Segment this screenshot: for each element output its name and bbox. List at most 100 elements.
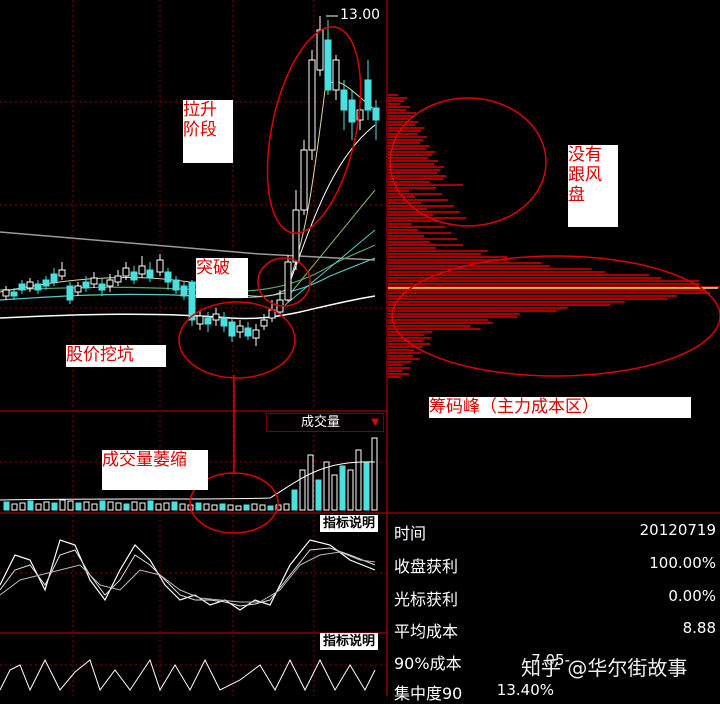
candle-body <box>58 269 66 277</box>
stat-label-cursor-profit: 光标获利 <box>394 590 459 609</box>
ma-fan-2 <box>284 229 376 306</box>
candle-body <box>308 59 316 151</box>
volume-bar <box>267 505 274 511</box>
candle-body <box>146 269 154 279</box>
candle-body <box>10 291 18 297</box>
stat-value-cursor-profit: 0.00% <box>668 587 716 605</box>
volume-bar <box>331 474 338 511</box>
volume-bar <box>371 437 378 511</box>
candle-body <box>252 329 260 339</box>
volume-bar <box>139 502 146 511</box>
candle-body <box>164 271 172 283</box>
candle-body <box>212 313 220 321</box>
candle-body <box>98 283 106 291</box>
volume-bar <box>347 469 354 511</box>
indicator1-line-a <box>0 539 376 611</box>
volume-bar <box>3 501 10 511</box>
volume-bar <box>27 500 34 511</box>
volume-bar <box>99 500 106 511</box>
chip-peak-circle <box>391 255 720 377</box>
ma-fan-1 <box>284 189 376 301</box>
candle-body <box>130 271 138 281</box>
candle-body <box>364 79 372 111</box>
volume-selector-label: 成交量 <box>301 415 341 430</box>
chevron-down-icon: ▼ <box>371 417 379 428</box>
candle-body <box>196 315 204 325</box>
volume-bar <box>91 503 98 511</box>
stat-value-avg-cost: 8.88 <box>682 619 716 637</box>
ma-green-line <box>0 244 376 292</box>
volume-selector[interactable]: 成交量 ▼ <box>266 413 384 432</box>
volume-bar <box>123 503 130 511</box>
breakout-annotation: 突破 <box>196 258 248 298</box>
stat-label-90-cost: 90%成本 <box>394 654 462 673</box>
volume-ma-line <box>0 461 376 501</box>
volume-bar <box>283 503 290 511</box>
indicator-explain-button-2[interactable]: 指标说明 <box>320 633 379 650</box>
volume-bar <box>203 503 210 511</box>
candle-body <box>34 283 42 291</box>
volume-bar <box>43 501 50 511</box>
candle-body <box>66 285 74 301</box>
stat-label-avg-cost: 平均成本 <box>394 622 459 641</box>
candle-body <box>324 39 332 91</box>
stat-label-close-profit: 收盘获利 <box>394 557 459 576</box>
volume-bar <box>355 449 362 511</box>
candle-body <box>332 59 340 91</box>
indicator-explain-button-1[interactable]: 指标说明 <box>320 515 379 532</box>
candle-body <box>244 327 252 337</box>
volume-bar <box>291 489 298 511</box>
volume-bar <box>339 465 346 511</box>
candle-body <box>180 285 188 297</box>
dig-pit-circle <box>178 301 296 379</box>
volume-bar <box>259 504 266 511</box>
volume-bar <box>219 503 226 511</box>
chip-peak-annotation: 筹码峰（主力成本区） <box>429 397 691 418</box>
volume-bar <box>83 501 90 511</box>
volume-bars-group <box>3 437 378 511</box>
volume-bar <box>163 502 170 511</box>
dig-pit-annotation: 股价挖坑 <box>66 345 166 367</box>
ma-fan-3 <box>284 124 376 296</box>
volume-bar <box>227 504 234 511</box>
indicator2-line <box>0 658 376 692</box>
candle-body <box>188 281 196 321</box>
ma-long-line <box>0 231 376 261</box>
candle-body <box>372 107 380 121</box>
indicator1-line-b <box>0 547 376 607</box>
volume-bar <box>171 501 178 511</box>
volume-bar <box>299 469 306 511</box>
candle-body <box>114 275 122 283</box>
candle-body <box>122 267 130 277</box>
candle-body <box>316 29 324 71</box>
candle-body <box>156 259 164 273</box>
candle-body <box>220 317 228 327</box>
volume-bar <box>19 502 26 511</box>
stat-value-time: 20120719 <box>639 521 716 539</box>
no-follow-annotation: 没有跟风盘 <box>568 145 618 227</box>
stat-value-concentration: 13.40% <box>496 681 554 699</box>
lift-phase-circle <box>266 26 362 234</box>
candle-body <box>228 321 236 337</box>
volume-bar <box>307 454 314 511</box>
volume-bar <box>67 500 74 511</box>
lift-phase-annotation: 拉升阶段 <box>183 100 233 163</box>
volume-bar <box>235 505 242 511</box>
volume-bar <box>155 503 162 511</box>
volume-bar <box>243 504 250 511</box>
candle-body <box>260 319 268 327</box>
candle-body <box>236 325 244 333</box>
volume-bar <box>323 461 330 511</box>
stat-label-concentration: 集中度90 <box>394 684 463 703</box>
volume-bar <box>147 500 154 511</box>
chip-distribution <box>388 94 720 378</box>
candle-body <box>106 279 114 287</box>
candle-body <box>340 89 348 111</box>
candle-body <box>90 277 98 285</box>
ma-white-line <box>0 295 376 320</box>
volume-bar <box>179 503 186 511</box>
candle-body <box>42 279 50 287</box>
volume-bar <box>315 479 322 511</box>
candle-body <box>50 273 58 283</box>
